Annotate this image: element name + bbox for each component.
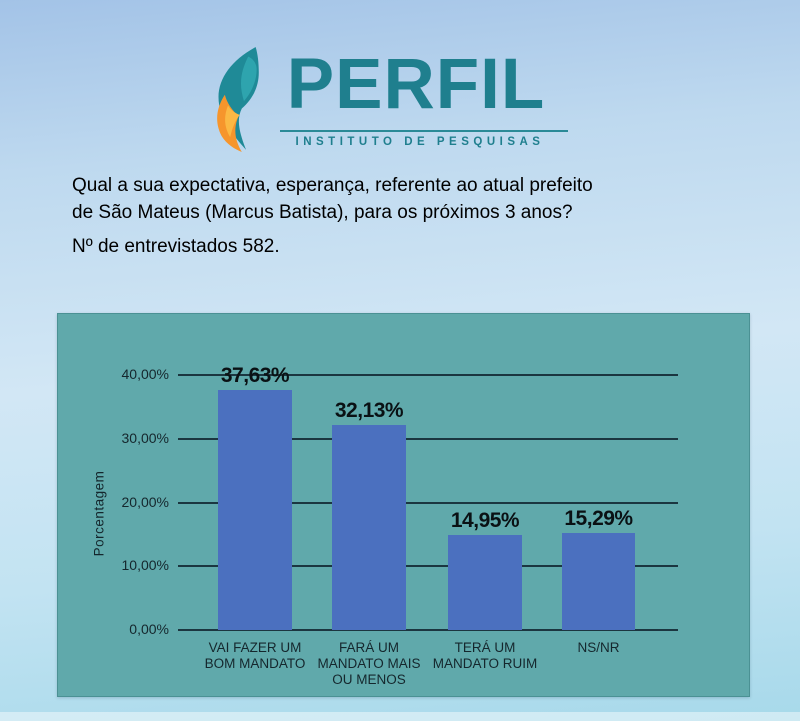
x-category-label: VAI FAZER UM BOM MANDATO	[204, 640, 306, 671]
gridline-20	[178, 501, 678, 504]
bar	[218, 390, 292, 630]
survey-question: Qual a sua expectativa, esperança, refer…	[72, 172, 672, 226]
bottom-strip	[0, 712, 800, 721]
gridline-0	[178, 629, 678, 631]
survey-question-line1: Qual a sua expectativa, esperança, refer…	[72, 175, 593, 196]
brand-subtitle: INSTITUTO DE PESQUISAS	[295, 136, 545, 148]
x-category-label: TERÁ UM MANDATO RUIM	[432, 640, 538, 671]
gridline-30	[178, 437, 678, 440]
y-tick-label: 10,00%	[121, 557, 169, 574]
bar-value-label: 15,29%	[564, 507, 633, 530]
x-category-label: FARÁ UM MANDATO MAIS OU MENOS	[317, 640, 421, 687]
y-tick-label: 30,00%	[121, 429, 169, 446]
y-tick-label: 40,00%	[121, 366, 169, 382]
x-category-label: NS/NR	[577, 640, 620, 655]
bar	[332, 425, 406, 630]
gridline-40	[178, 374, 678, 376]
flame-icon	[217, 47, 259, 152]
bar-value-label: 37,63%	[220, 364, 290, 387]
bar	[448, 535, 522, 630]
brand-name: PERFIL	[286, 45, 546, 124]
respondents-count: Nº de entrevistados 582.	[72, 236, 280, 257]
y-tick-label: 20,00%	[121, 493, 169, 510]
gridline-10	[178, 565, 678, 568]
y-tick-label: 0,00%	[129, 621, 169, 637]
perfil-logo: PERFIL INSTITUTO DE PESQUISAS	[208, 44, 568, 156]
chart-panel: Porcentagem 40,00% 30,00% 20,00% 10,00% 0,00…	[57, 313, 750, 697]
bar-value-label: 14,95%	[450, 509, 520, 532]
bar-value-label: 32,13%	[334, 399, 404, 422]
bar	[562, 533, 635, 630]
survey-question-line2: de São Mateus (Marcus Batista), para os …	[72, 202, 573, 223]
logo-divider	[280, 130, 568, 132]
